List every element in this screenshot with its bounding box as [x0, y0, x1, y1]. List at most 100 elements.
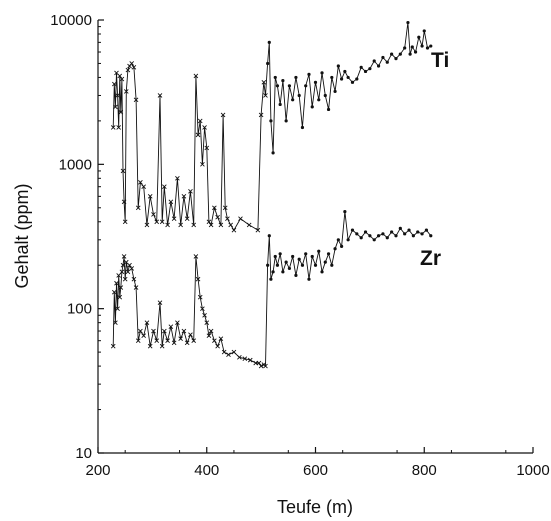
data-point-ti [271, 151, 275, 155]
data-point-ti [120, 168, 126, 174]
data-point-ti [403, 46, 407, 50]
data-point-zr [291, 254, 295, 259]
data-point-ti [258, 112, 264, 118]
data-point-ti [413, 50, 418, 54]
data-point-zr [157, 300, 163, 306]
data-point-zr [159, 343, 165, 349]
data-point-zr [310, 254, 314, 259]
data-point-zr [218, 336, 224, 341]
data-point-ti [317, 98, 321, 102]
data-point-zr [144, 320, 150, 325]
data-point-zr [113, 320, 118, 325]
data-point-zr [154, 338, 160, 344]
data-point-ti [294, 75, 298, 80]
data-point-zr [247, 357, 253, 363]
data-point-ti [115, 93, 120, 98]
data-point-zr [202, 312, 207, 318]
data-point-zr [141, 333, 146, 338]
data-point-ti [297, 93, 301, 98]
data-point-zr [110, 343, 116, 349]
x-axis-label: Teufe (m) [277, 497, 353, 517]
data-point-ti [122, 219, 128, 225]
data-point-ti [333, 89, 337, 94]
data-point-zr [359, 236, 363, 240]
data-point-zr [281, 270, 285, 274]
data-point-ti [385, 60, 389, 64]
data-point-ti [144, 222, 150, 228]
x-ticks: 200 400 600 800 1000 [85, 447, 550, 479]
data-point-zr [129, 266, 135, 271]
data-point-ti [372, 59, 376, 63]
data-point-zr [273, 254, 277, 259]
data-point-ti [273, 75, 277, 80]
data-point-ti [225, 216, 230, 222]
data-point-zr [340, 244, 344, 249]
data-point-ti [131, 65, 137, 70]
data-point-ti [178, 222, 183, 228]
data-point-ti [154, 219, 160, 225]
y-ticks: 10 100 1000 10000 [50, 12, 104, 462]
data-point-ti [159, 219, 165, 225]
data-point-ti [278, 102, 282, 107]
data-point-ti [119, 76, 125, 82]
data-point-ti [138, 180, 143, 185]
data-point-ti [113, 104, 118, 110]
data-point-zr [411, 234, 415, 238]
data-point-ti [141, 184, 146, 190]
data-point-ti [355, 77, 359, 81]
data-point-zr [175, 320, 180, 325]
y-tick-label: 10000 [50, 12, 92, 29]
series-line-zr [112, 211, 432, 368]
data-point-ti [162, 184, 167, 190]
data-point-ti [410, 45, 414, 49]
data-point-zr [313, 263, 318, 267]
data-point-zr [117, 294, 123, 300]
data-point-zr [133, 285, 139, 290]
data-point-zr [284, 260, 288, 264]
data-point-zr [368, 234, 372, 238]
data-point-ti [228, 222, 233, 228]
x-tick-label: 1000 [516, 462, 549, 479]
data-point-ti [398, 52, 402, 56]
data-point-ti [420, 44, 424, 48]
data-point-ti [263, 93, 268, 98]
data-point-ti [218, 222, 224, 228]
data-point-ti [181, 194, 187, 199]
data-point-ti [320, 71, 324, 75]
data-point-zr [320, 270, 324, 274]
y-tick-label: 10 [75, 445, 92, 462]
data-point-ti [363, 69, 368, 74]
data-point-ti [267, 40, 271, 44]
data-point-ti [394, 57, 398, 61]
data-point-zr [263, 363, 268, 369]
data-point-ti [326, 107, 331, 112]
data-point-ti [284, 119, 288, 123]
data-point-ti [200, 162, 205, 167]
data-point-zr [343, 210, 347, 214]
data-point-ti [381, 55, 385, 60]
data-point-ti [117, 73, 123, 79]
x-tick-label: 400 [194, 462, 219, 479]
data-point-zr [206, 333, 212, 338]
data-point-zr [178, 336, 183, 341]
data-point-ti [261, 80, 267, 85]
data-point-zr [193, 254, 199, 259]
data-point-ti [121, 199, 127, 205]
data-point-zr [119, 269, 125, 275]
data-point-zr [390, 230, 394, 234]
data-point-zr [407, 228, 411, 232]
data-point-ti [231, 227, 237, 233]
data-point-zr [115, 306, 120, 311]
data-point-zr [135, 338, 141, 344]
data-point-zr [151, 328, 156, 334]
data-point-ti [157, 93, 163, 98]
x-tick-label: 200 [85, 462, 110, 479]
data-point-zr [372, 238, 376, 242]
data-point-ti [222, 205, 228, 211]
data-point-ti [275, 84, 280, 88]
data-point-zr [125, 269, 131, 275]
data-point-zr [162, 328, 167, 334]
data-point-ti [133, 97, 139, 103]
data-point-zr [385, 236, 389, 240]
data-point-zr [215, 343, 220, 349]
